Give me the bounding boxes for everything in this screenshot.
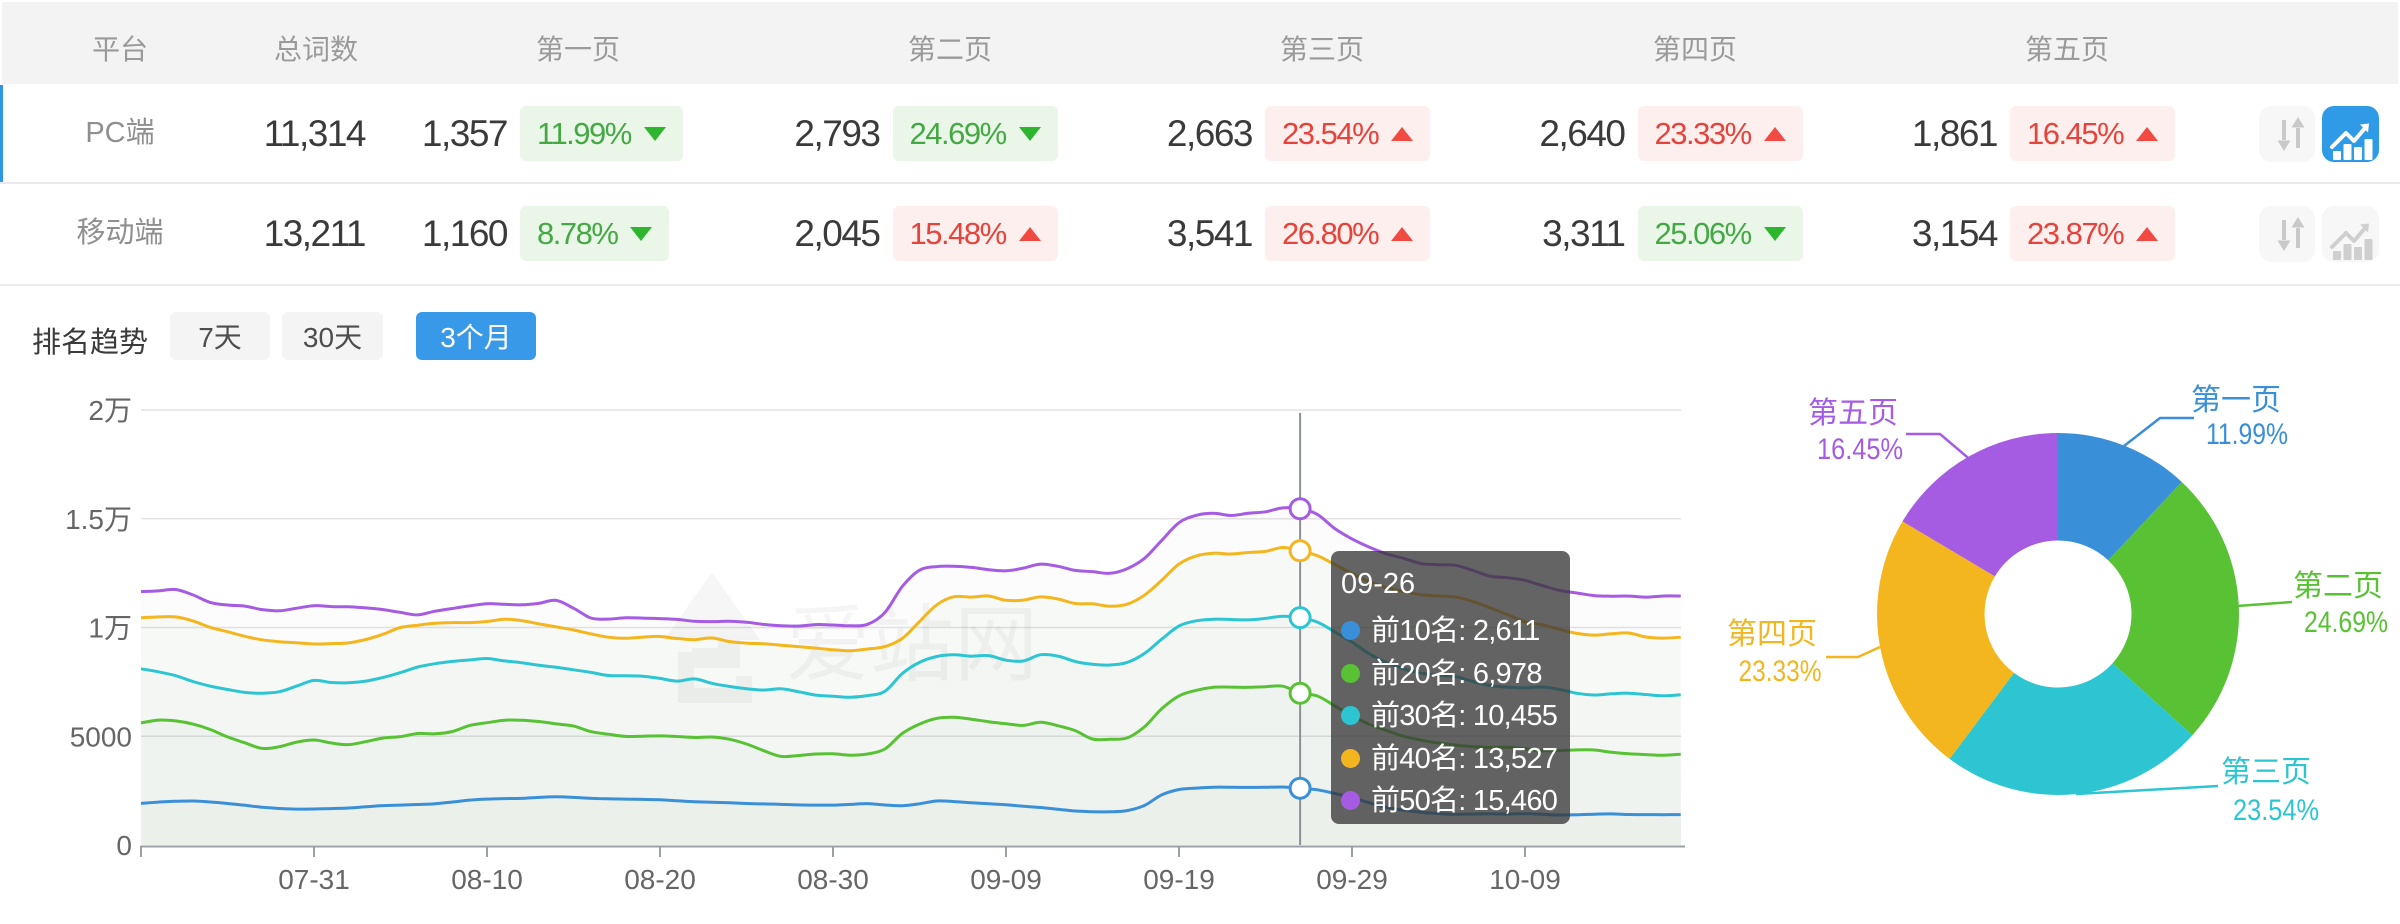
svg-text:07-31: 07-31: [278, 864, 350, 895]
svg-text:09-29: 09-29: [1316, 864, 1388, 895]
svg-text:2万: 2万: [88, 395, 132, 426]
svg-text:第四页: 第四页: [1727, 609, 1817, 653]
svg-text:1.5万: 1.5万: [65, 504, 132, 535]
svg-text:第五页: 第五页: [1808, 388, 1898, 432]
svg-text:08-20: 08-20: [624, 864, 696, 895]
svg-text:24.69%: 24.69%: [2304, 606, 2388, 639]
svg-text:11.99%: 11.99%: [2206, 418, 2288, 451]
svg-text:0: 0: [116, 830, 132, 861]
svg-text:23.54%: 23.54%: [2233, 794, 2319, 827]
svg-text:09-09: 09-09: [970, 864, 1042, 895]
svg-text:第一页: 第一页: [2191, 375, 2281, 419]
svg-text:1万: 1万: [88, 613, 132, 644]
svg-text:第三页: 第三页: [2221, 747, 2311, 791]
svg-text:09-19: 09-19: [1143, 864, 1215, 895]
svg-text:10-09: 10-09: [1489, 864, 1561, 895]
svg-text:5000: 5000: [70, 721, 132, 752]
svg-text:08-30: 08-30: [797, 864, 869, 895]
svg-text:16.45%: 16.45%: [1817, 433, 1903, 466]
svg-text:08-10: 08-10: [451, 864, 523, 895]
svg-text:23.33%: 23.33%: [1739, 655, 1822, 688]
svg-text:第二页: 第二页: [2293, 561, 2383, 605]
